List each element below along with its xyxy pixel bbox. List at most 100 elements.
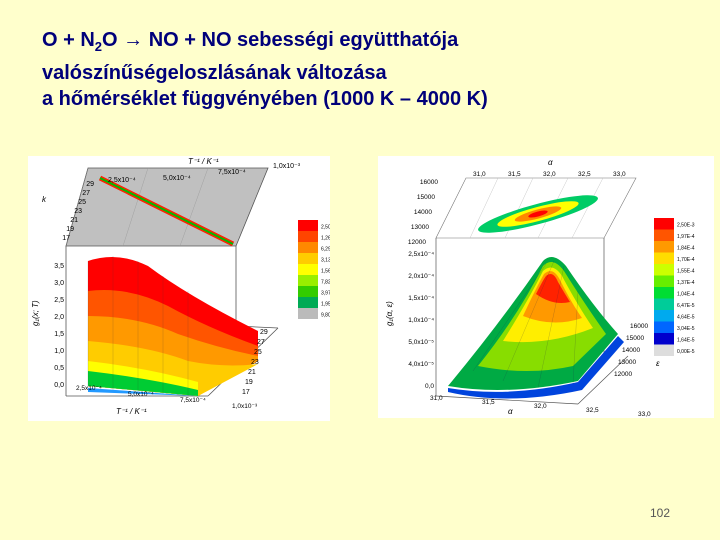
left-legend-label: 1,95E-2: [321, 301, 330, 307]
left-top-axis-label: T⁻¹ / K⁻¹: [188, 157, 219, 166]
right-legend-label: 6,47E-5: [677, 303, 695, 309]
right-legend-label: 1,64E-5: [677, 338, 695, 344]
right-right-tick: 13000: [618, 359, 636, 366]
right-c-tick: 13000: [411, 224, 429, 231]
right-top-tick: 32,0: [543, 171, 556, 178]
right-y-axis-label: g₁(α, ε): [385, 301, 394, 326]
left-plot-svg: 2,50E-3 1,26E-2 6,29E-1 3,13E-1 1,56E-1 7,82E…: [31, 157, 339, 416]
title-line-2: valószínűségeloszlásának változása: [42, 62, 387, 84]
left-y-tick: 3,0: [54, 280, 64, 287]
right-legend-label: 1,84E-4: [677, 246, 695, 252]
left-bottom-tick: 2,5x10⁻⁴: [76, 385, 102, 392]
right-legend-label: 1,97E-4: [677, 234, 695, 240]
left-3d-plot: 2,50E-3 1,26E-2 6,29E-1 3,13E-1 1,56E-1 7,82E…: [28, 156, 339, 421]
right-legend-swatch: [654, 310, 674, 322]
right-right-tick: 15000: [626, 335, 644, 342]
left-top-tick: 5,0x10⁻⁴: [163, 175, 191, 182]
left-legend-label: 1,26E-2: [321, 235, 330, 241]
right-legend-label: 1,37E-4: [677, 280, 695, 286]
left-top-tick: 1,0x10⁻³: [273, 163, 301, 170]
right-legend-swatch: [654, 321, 674, 333]
right-bottom-tick: 31,0: [430, 395, 443, 402]
right-y-tick: 2,5x10⁻⁴: [408, 251, 434, 258]
left-right-tick: 17: [242, 389, 250, 396]
right-c-tick: 16000: [420, 179, 438, 186]
right-legend-swatch: [654, 333, 674, 345]
left-legend-label: 3,13E-1: [321, 257, 330, 263]
right-bottom-tick: 33,0: [638, 411, 651, 418]
left-y-tick: 0,5: [54, 365, 64, 372]
right-legend-label: 2,50E-3: [677, 223, 695, 229]
left-legend-swatch: [298, 242, 318, 253]
right-legend-label: 4,64E-5: [677, 315, 695, 321]
right-right-tick: 16000: [630, 323, 648, 330]
left-k-tick: 23: [74, 208, 82, 215]
left-legend-swatch: [298, 286, 318, 297]
right-legend-label: 1,04E-4: [677, 292, 695, 298]
left-bottom-tick: 5,0x10⁻⁴: [128, 391, 154, 398]
right-color-legend: 2,50E-3 1,97E-4 1,84E-4 1,70E-4 1,55E-4 1,37E…: [654, 218, 695, 356]
left-bottom-tick: 1,0x10⁻³: [232, 403, 258, 410]
title-line-1: O + N2O → NO + NO sebességi együtthatója: [42, 29, 459, 54]
left-y-tick: 1,5: [54, 331, 64, 338]
right-y-tick: 1,0x10⁻⁴: [408, 317, 434, 324]
left-top-tick: 7,5x10⁻⁴: [218, 169, 246, 176]
left-legend-label: 6,29E-1: [321, 246, 330, 252]
right-legend-swatch: [654, 229, 674, 241]
left-legend-label: 2,50E-3: [321, 224, 330, 230]
left-right-tick: 19: [245, 379, 253, 386]
left-k-tick: 19: [66, 226, 74, 233]
left-bottom-tick: 7,5x10⁻⁴: [180, 397, 206, 404]
right-y-tick: 4,0x10⁻⁵: [408, 361, 434, 368]
right-top-tick: 32,5: [578, 171, 591, 178]
right-legend-swatch: [654, 275, 674, 287]
right-legend-swatch: [654, 344, 674, 356]
right-3d-plot: 2,50E-3 1,97E-4 1,84E-4 1,70E-4 1,55E-4 1,37E…: [378, 156, 714, 418]
right-bottom-tick: 32,5: [586, 407, 599, 414]
left-legend-label: 7,82E-2: [321, 279, 330, 285]
left-legend-label: 9,80E-3: [321, 312, 330, 318]
right-y-tick: 0,0: [425, 383, 434, 390]
left-right-tick: 23: [251, 359, 259, 366]
right-legend-swatch: [654, 241, 674, 253]
right-right-tick: 12000: [614, 371, 632, 378]
right-c-tick: 14000: [414, 209, 432, 216]
left-y-tick: 3,5: [54, 263, 64, 270]
slide-title: O + N2O → NO + NO sebességi együtthatója…: [42, 27, 682, 112]
right-y-tick: 1,5x10⁻⁴: [408, 295, 434, 302]
right-c-tick: 12000: [408, 239, 426, 246]
left-color-legend: 2,50E-3 1,26E-2 6,29E-1 3,13E-1 1,56E-1 7,82E…: [298, 220, 339, 319]
right-legend-label: 0,00E-5: [677, 349, 695, 355]
right-legend-swatch: [654, 252, 674, 264]
left-k-tick: 27: [82, 190, 90, 197]
left-k-tick: 21: [70, 217, 78, 224]
title-line-3: a hőmérséklet függvényében (1000 K – 400…: [42, 88, 488, 110]
left-top-tick: 2,5x10⁻⁴: [108, 177, 136, 184]
right-top-tick: 33,0: [613, 171, 626, 178]
right-legend-label: 1,70E-4: [677, 257, 695, 263]
left-right-tick: 21: [248, 369, 256, 376]
right-legend-label: 3,04E-5: [677, 326, 695, 332]
page-number: 102: [650, 506, 671, 520]
left-k-tick: 25: [78, 199, 86, 206]
left-k-tick: 29: [86, 181, 94, 188]
right-right-tick: 14000: [622, 347, 640, 354]
right-y-tick: 2,0x10⁻⁴: [408, 273, 434, 280]
right-top-tick: 31,5: [508, 171, 521, 178]
right-legend-swatch: [654, 218, 674, 230]
left-legend-swatch: [298, 220, 318, 231]
left-right-tick: 25: [254, 349, 262, 356]
left-legend-label: 3,97E-2: [321, 290, 330, 296]
right-top-tick: 31,0: [473, 171, 486, 178]
right-top-axis-label: α: [548, 158, 553, 167]
left-legend-swatch: [298, 264, 318, 275]
left-bottom-axis-label: T⁻¹ / K⁻¹: [116, 407, 147, 416]
right-eps-label: ε: [656, 359, 660, 368]
right-legend-label: 1,55E-4: [677, 269, 695, 275]
left-k-axis-label: k: [42, 195, 47, 204]
left-right-tick: 29: [260, 329, 268, 336]
left-legend-swatch: [298, 297, 318, 308]
left-y-tick: 2,5: [54, 297, 64, 304]
right-y-tick: 5,0x10⁻⁵: [408, 339, 434, 346]
right-legend-swatch: [654, 287, 674, 299]
